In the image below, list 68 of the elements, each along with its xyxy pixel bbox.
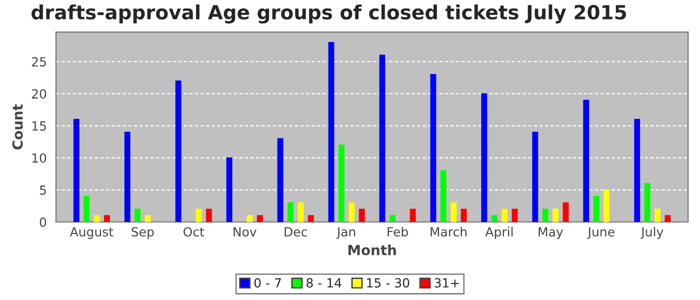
chart-title: drafts-approval Age groups of closed tickets July 2015 [32,4,626,24]
bar [654,208,660,222]
bar [593,196,600,222]
y-tick-label: 20 [32,89,46,99]
x-tick-label: April [485,226,513,239]
legend-label: 15 - 30 [367,278,410,288]
bar [298,202,304,222]
bar [358,208,365,222]
bar [348,202,355,222]
bar [134,208,141,222]
x-tick-label: July [640,226,664,239]
bar [532,132,538,222]
bar [175,80,182,222]
x-axis-title: Month [348,244,396,256]
legend-label: 8 - 14 [306,278,342,288]
bar [502,208,508,222]
x-tick-label: March [430,226,466,237]
bar [562,202,569,222]
bar [256,215,263,222]
x-tick-label: Feb [388,226,408,237]
bar [512,208,518,222]
bar [583,100,590,222]
bar [104,215,110,222]
bar [94,215,100,222]
bar [552,208,559,222]
bar [226,157,232,222]
bar [460,208,467,222]
x-tick-label: Sep [132,227,154,239]
bar [124,132,130,222]
bar [440,170,446,222]
bar [246,215,253,222]
bar [338,144,344,222]
bar [491,215,498,222]
bar [73,118,80,222]
x-tick-label: Jan [336,227,356,239]
bar [84,196,90,222]
legend-label: 31+ [434,278,459,288]
bar [410,208,416,222]
bar [389,215,396,222]
bar [634,118,640,222]
bar [196,208,202,222]
x-tick-label: June [587,227,614,239]
x-tick-label: Dec [284,227,307,237]
x-tick-label: Nov [234,227,256,237]
legend-label: 0 - 7 [254,278,281,288]
y-tick-label: 5 [40,186,46,195]
bar [328,42,334,222]
bar [644,183,650,222]
bar [430,74,436,222]
x-tick-label: Oct [184,227,204,237]
bar [542,208,548,222]
bar [308,215,314,222]
y-tick-label: 15 [32,121,46,131]
bar [206,208,212,222]
bar [288,202,294,222]
x-tick-label: May [538,227,564,239]
y-axis-title: Count [12,104,23,150]
bar [450,202,457,222]
y-tick-label: 25 [32,57,46,67]
bar [604,190,610,222]
bar [379,54,386,222]
x-tick-label: August [70,227,114,239]
y-tick-label: 10 [32,153,46,163]
y-tick-label: 0 [40,217,46,227]
bar [481,93,488,222]
bar [144,215,151,222]
bar [277,138,284,222]
bar [664,215,671,222]
